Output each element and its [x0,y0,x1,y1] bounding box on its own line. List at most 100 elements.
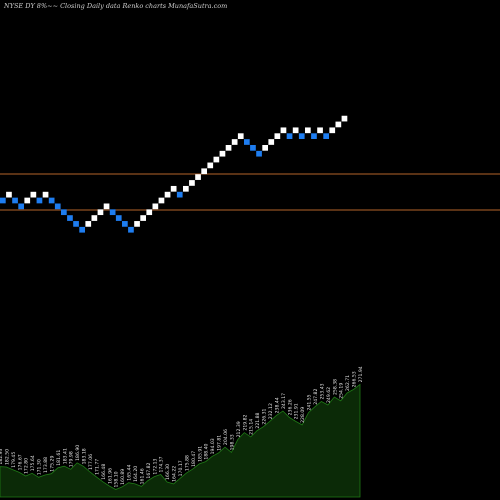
chart-caption: NYSE DY 8%~~ Closing Daily data Renko ch… [4,2,228,10]
renko-brick [280,127,287,134]
renko-brick [18,203,24,210]
renko-brick [140,215,146,221]
renko-brick [201,168,207,175]
renko-brick [250,145,256,151]
volume-value-label: 179.45 [11,452,17,468]
volume-value-label: 219.82 [242,414,248,430]
volume-value-label: 262.71 [345,375,351,391]
volume-value-label: 179.98 [69,451,75,467]
renko-brick [128,226,134,233]
volume-value-label: 215.14 [249,419,255,435]
volume-value-label: 165.44 [127,465,133,481]
volume-value-label: 172.13 [152,458,158,474]
volume-value-label: 177.06 [88,454,94,470]
volume-value-label: 164.22 [172,466,178,482]
volume-value-label: 170.17 [178,460,184,476]
volume-value-label: 194.03 [210,438,216,454]
renko-brick [85,221,92,227]
renko-brick [323,133,329,139]
renko-brick [341,115,348,122]
volume-value-label: 271.94 [358,366,364,382]
renko-brick [298,133,305,139]
renko-brick [176,191,183,198]
volume-value-label: 182.93 [0,448,4,464]
renko-brick [207,162,214,169]
volume-value-label: 180.47 [191,451,197,467]
renko-brick [195,174,201,180]
renko-brick [48,197,55,204]
volume-value-label: 228.09 [300,407,306,423]
renko-brick [219,150,226,157]
renko-brick [305,127,311,134]
volume-value-label: 171.77 [94,459,100,475]
volume-value-label: 231.91 [294,403,300,419]
volume-value-label: 174.37 [159,456,165,472]
renko-brick [286,133,293,139]
renko-brick [103,203,110,210]
renko-brick [91,215,98,221]
renko-brick [0,197,6,204]
volume-value-label: 183.18 [82,448,88,464]
renko-brick [256,150,262,157]
volume-value-label: 266.53 [352,371,358,387]
volume-value-label: 166.30 [165,464,171,480]
volume-value-label: 172.80 [24,458,30,474]
renko-brick [97,209,104,216]
renko-brick [152,203,159,210]
renko-brick [158,197,165,204]
volume-value-label: 198.33 [229,434,235,450]
renko-brick [311,133,317,139]
renko-brick [109,209,116,216]
renko-brick [6,191,12,198]
renko-brick [292,127,299,134]
volume-value-label: 175.64 [30,455,36,471]
renko-brick [42,191,49,198]
volume-value-label: 258.38 [332,379,338,395]
renko-brick [54,203,61,210]
renko-brick [67,215,73,221]
renko-brick [274,133,281,139]
volume-value-label: 254.19 [339,383,345,399]
volume-value-label: 158.10 [114,471,120,487]
renko-brick [335,121,342,128]
renko-brick [225,145,232,151]
renko-brick [213,156,220,163]
renko-brick [12,197,18,204]
renko-brick [36,197,43,204]
volume-value-label: 253.43 [319,383,325,399]
renko-brick [237,133,244,139]
volume-value-label: 188.40 [204,443,210,459]
volume-value-label: 232.12 [268,403,274,419]
renko-brick [189,180,195,186]
renko-brick [73,221,79,227]
volume-value-label: 212.39 [236,421,242,437]
volume-value-label: 160.89 [120,469,126,485]
volume-value-label: 181.61 [56,450,62,466]
volume-area [0,383,361,498]
renko-brick [244,139,250,145]
renko-brick [115,215,122,221]
volume-value-label: 241.55 [307,394,313,410]
volume-value-label: 166.48 [101,464,107,480]
renko-brick [183,185,189,192]
volume-value-label: 243.17 [281,393,287,409]
volume-value-label: 249.62 [326,387,332,403]
renko-brick [329,127,336,134]
renko-brick [317,127,323,134]
renko-brick [61,209,67,216]
renko-brick [146,209,153,216]
volume-value-label: 167.82 [146,462,152,478]
volume-value-label: 171.30 [37,459,43,475]
volume-value-label: 182.50 [4,449,10,465]
volume-value-label: 173.88 [43,457,49,473]
volume-value-label: 238.44 [274,397,280,413]
renko-brick [134,221,140,227]
renko-brick [30,191,37,198]
volume-value-label: 226.31 [262,408,268,424]
volume-value-label: 185.91 [197,446,203,462]
volume-value-label: 161.96 [107,468,113,484]
renko-brick [122,221,128,227]
volume-value-label: 186.90 [75,445,81,461]
volume-value-label: 247.82 [313,389,319,405]
